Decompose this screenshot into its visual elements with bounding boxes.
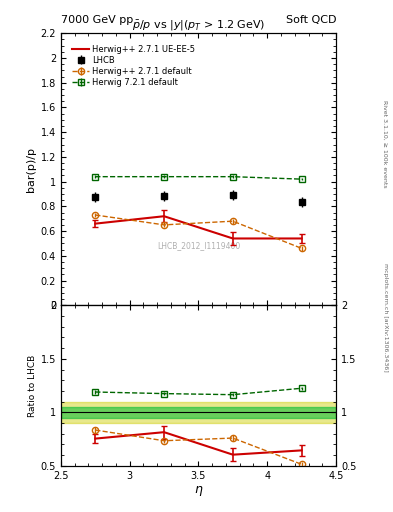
Text: mcplots.cern.ch [arXiv:1306.3436]: mcplots.cern.ch [arXiv:1306.3436] — [383, 263, 387, 372]
Legend: Herwig++ 2.7.1 UE-EE-5, LHCB, Herwig++ 2.7.1 default, Herwig 7.2.1 default: Herwig++ 2.7.1 UE-EE-5, LHCB, Herwig++ 2… — [71, 43, 197, 89]
Bar — [61, 401, 336, 423]
Herwig++ 2.7.1 UE-EE-5 — [93, 221, 98, 227]
Text: LHCB_2012_I1119400: LHCB_2012_I1119400 — [157, 241, 240, 250]
Text: Soft QCD: Soft QCD — [286, 14, 336, 25]
Bar — [61, 407, 336, 418]
Herwig++ 2.7.1 UE-EE-5 — [230, 236, 235, 242]
X-axis label: $\eta$: $\eta$ — [194, 483, 203, 498]
Y-axis label: bar(p)/p: bar(p)/p — [26, 147, 37, 192]
Herwig++ 2.7.1 UE-EE-5 — [162, 213, 167, 219]
Y-axis label: Ratio to LHCB: Ratio to LHCB — [28, 354, 37, 417]
Herwig++ 2.7.1 UE-EE-5 — [299, 236, 304, 242]
Title: $\bar{p}/p$ vs $|y|$($p_T$ > 1.2 GeV): $\bar{p}/p$ vs $|y|$($p_T$ > 1.2 GeV) — [132, 19, 265, 33]
Text: 7000 GeV pp: 7000 GeV pp — [61, 14, 133, 25]
Text: Rivet 3.1.10, ≥ 100k events: Rivet 3.1.10, ≥ 100k events — [383, 99, 387, 187]
Line: Herwig++ 2.7.1 UE-EE-5: Herwig++ 2.7.1 UE-EE-5 — [95, 216, 302, 239]
